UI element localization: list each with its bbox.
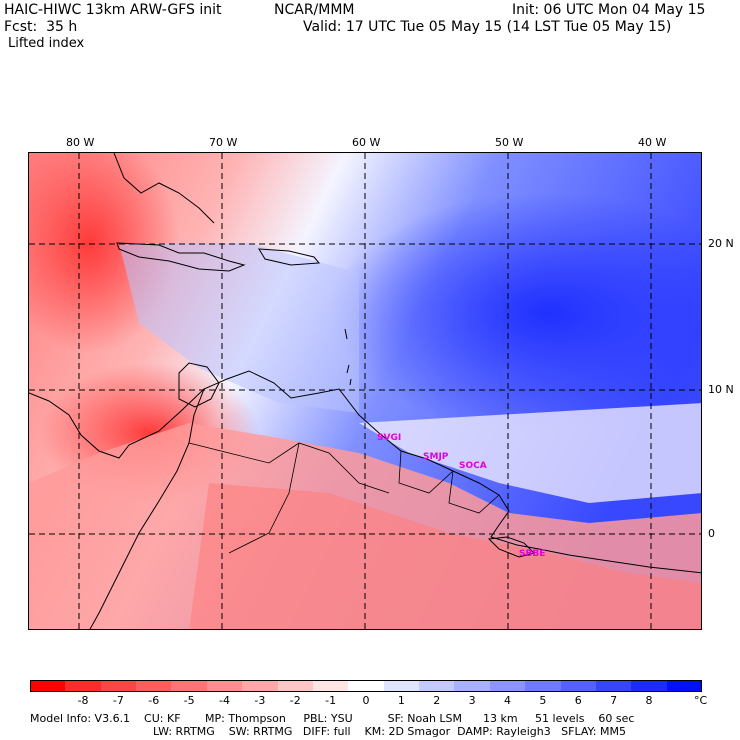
colorbar-tick-label: 8 — [645, 694, 653, 707]
colorbar-tick-label: -2 — [289, 694, 301, 707]
colorbar-cell — [242, 680, 279, 692]
colorbar-cell — [489, 680, 526, 692]
lon-label-60w: 60 W — [352, 136, 381, 149]
field-caribbean — [119, 243, 359, 413]
model-info-line-1: Model Info: V3.6.1 CU: KF MP: Thompson P… — [30, 712, 635, 725]
colorbar-cell — [419, 680, 455, 692]
colorbar-tick-label: 7 — [610, 694, 618, 707]
field-blue-core — [329, 193, 701, 433]
colorbar-cell — [100, 680, 137, 692]
lon-label-70w: 70 W — [209, 136, 238, 149]
colorbar-tick-label: -8 — [77, 694, 89, 707]
station-label-svgi: SVGI — [377, 433, 402, 443]
colorbar-tick-label: -5 — [183, 694, 195, 707]
colorbar-cell — [631, 680, 668, 692]
colorbar-tick-label: -1 — [325, 694, 337, 707]
grid-lines — [29, 153, 701, 629]
colorbar-cell — [666, 680, 703, 692]
map-svg — [29, 153, 701, 629]
lon-label-80w: 80 W — [66, 136, 95, 149]
colorbar-cell — [595, 680, 632, 692]
lon-label-40w: 40 W — [638, 136, 667, 149]
colorbar-tick-label: -3 — [254, 694, 266, 707]
lat-label-10n: 10 N — [708, 383, 734, 396]
colorbar-cell — [560, 680, 597, 692]
colorbar-tick-label: -4 — [219, 694, 230, 707]
colorbar-cell — [171, 680, 208, 692]
colorbar-tick-label: 0 — [362, 694, 370, 707]
colorbar-tick-label: 2 — [433, 694, 441, 707]
field-amazon-warm — [189, 483, 701, 629]
station-label-soca: SOCA — [459, 461, 487, 471]
colorbar-cell — [136, 680, 172, 692]
lon-label-50w: 50 W — [495, 136, 524, 149]
colorbar-cell — [348, 680, 385, 692]
colorbar-cell — [65, 680, 102, 692]
lat-label-20n: 20 N — [708, 237, 734, 250]
colorbar-tick-label: 1 — [397, 694, 405, 707]
lat-label-0: 0 — [708, 527, 715, 540]
colorbar-cell — [454, 680, 491, 692]
colorbar-tick-label: 4 — [503, 694, 511, 707]
colorbar-cell — [525, 680, 562, 692]
field-name: Lifted index — [8, 36, 85, 51]
valid-time: Valid: 17 UTC Tue 05 May 15 (14 LST Tue … — [303, 19, 672, 35]
colorbar-cell — [383, 680, 420, 692]
model-title: HAIC-HIWC 13km ARW-GFS init — [4, 2, 222, 18]
lifted-index-map: SVGI SMJP SOCA SBBE — [28, 152, 702, 630]
colorbar-cell — [277, 680, 314, 692]
model-info-line-2: LW: RRTMG SW: RRTMG DIFF: full KM: 2D Sm… — [153, 725, 626, 738]
colorbar-unit: °C — [694, 694, 708, 707]
colorbar-cell — [312, 680, 349, 692]
field-equatorial-band — [359, 403, 701, 503]
colorbar-tick-label: 6 — [574, 694, 582, 707]
organization: NCAR/MMM — [274, 2, 355, 18]
colorbar-tick-label: -7 — [112, 694, 124, 707]
colorbar-tick-label: -6 — [148, 694, 160, 707]
init-time: Init: 06 UTC Mon 04 May 15 — [512, 2, 706, 18]
borders — [188, 442, 500, 554]
colorbar-tick-label: 3 — [468, 694, 476, 707]
station-label-sbbe: SBBE — [519, 549, 546, 559]
colorbar-cell — [30, 680, 66, 692]
station-label-smjp: SMJP — [423, 452, 449, 462]
coastlines — [29, 153, 701, 629]
colorbar-tick-label: 5 — [539, 694, 547, 707]
colorbar-cell — [206, 680, 243, 692]
forecast-hour: Fcst: 35 h — [4, 19, 78, 35]
